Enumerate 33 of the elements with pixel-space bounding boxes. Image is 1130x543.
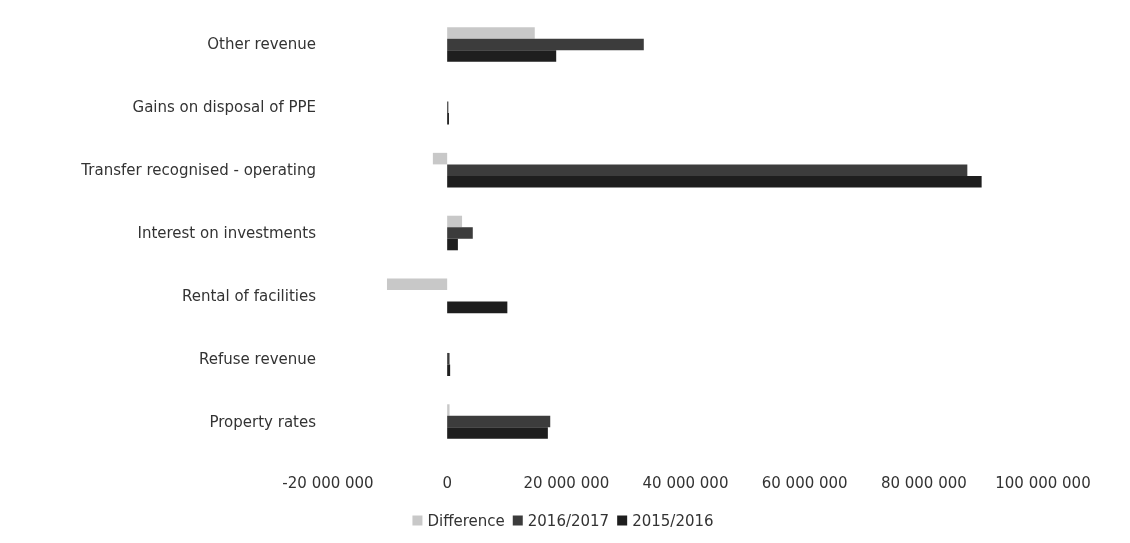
y-tick-label: Refuse revenue [199, 349, 316, 368]
x-tick-label: 40 000 000 [642, 473, 729, 492]
y-tick-label: Property rates [209, 412, 317, 431]
legend-label: 2016/2017 [527, 511, 610, 530]
bar [447, 227, 473, 239]
y-tick-label: Other revenue [207, 35, 316, 54]
y-tick-label: Rental of facilities [181, 286, 317, 305]
y-tick-label: Transfer recognised - operating [80, 161, 316, 180]
bar [386, 278, 448, 291]
bar [447, 238, 458, 251]
bar [447, 215, 463, 228]
legend-label: Difference [427, 511, 505, 530]
bar [447, 50, 557, 62]
bar [432, 152, 448, 165]
bar [447, 175, 982, 188]
y-tick-label: Gains on disposal of PPE [132, 98, 316, 117]
x-tick-label: 20 000 000 [523, 473, 610, 492]
bar [447, 404, 450, 416]
y-tick-label: Interest on investments [137, 224, 317, 242]
bar [447, 27, 535, 39]
bar [447, 352, 450, 365]
x-tick-label: 60 000 000 [761, 473, 848, 492]
bar [447, 415, 551, 428]
bar [447, 38, 644, 51]
x-tick-label: 0 [442, 473, 452, 492]
legend-label: 2015/2016 [632, 511, 714, 530]
x-tick-label: 100 000 000 [995, 473, 1091, 492]
bar [447, 427, 548, 439]
x-tick-label: 80 000 000 [880, 473, 967, 492]
x-tick-label: -20 000 000 [282, 473, 374, 492]
bar [447, 164, 968, 176]
bar [447, 364, 451, 376]
bar [447, 301, 508, 314]
